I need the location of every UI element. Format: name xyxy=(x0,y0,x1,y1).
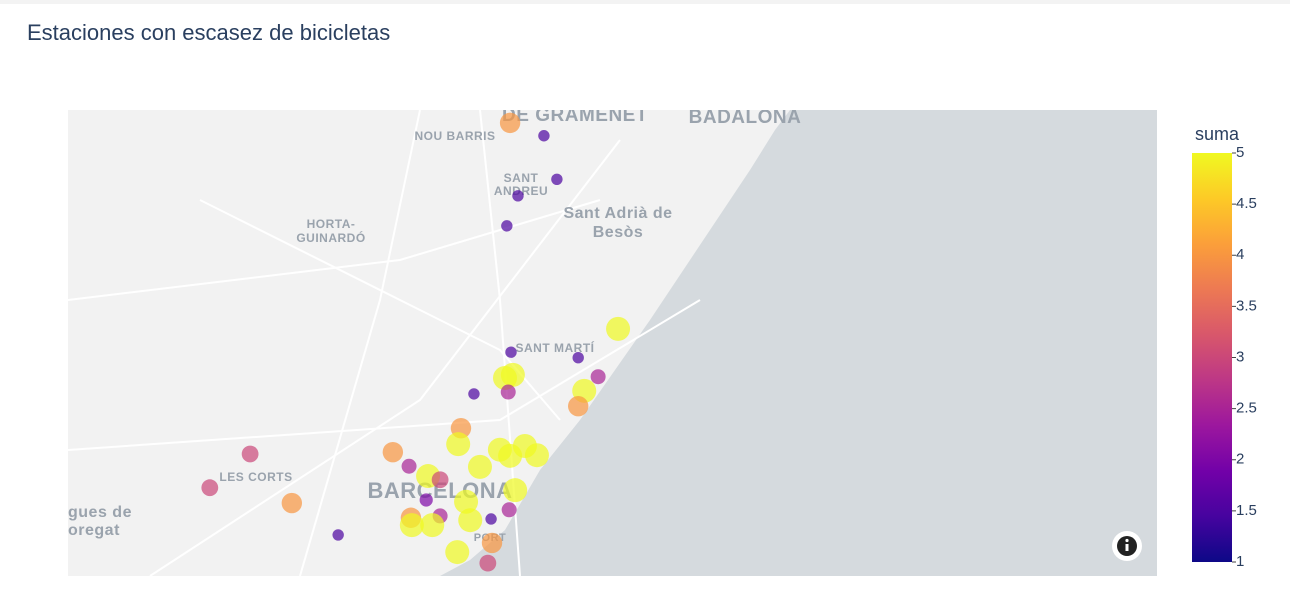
place-labels: DE GRAMENET BADALONA NOU BARRIS SANT AND… xyxy=(68,105,802,544)
place-label: Sant Adrià de xyxy=(563,205,672,222)
station-point xyxy=(538,130,550,142)
info-dot xyxy=(1125,538,1129,543)
colorbar-tick-label: 1.5 xyxy=(1236,502,1257,519)
station-point xyxy=(479,554,497,572)
station-point xyxy=(503,478,528,503)
station-point xyxy=(431,471,449,489)
station-point xyxy=(201,479,219,497)
station-point xyxy=(241,445,259,463)
station-point xyxy=(446,432,471,457)
colorbar-tick-label: 5 xyxy=(1236,144,1244,161)
station-point xyxy=(524,443,549,468)
station-point xyxy=(382,441,404,463)
place-label: GUINARDÓ xyxy=(296,230,365,245)
station-point xyxy=(332,529,344,541)
colorbar-tick-label: 4.5 xyxy=(1236,195,1257,212)
chart-title: Estaciones con escasez de bicicletas xyxy=(27,20,390,45)
place-label: NOU BARRIS xyxy=(414,129,495,143)
colorbar-tick-label: 3.5 xyxy=(1236,297,1257,314)
station-point xyxy=(606,316,631,341)
colorbar-tick-label: 2 xyxy=(1236,451,1244,468)
colorbar-tick-label: 2.5 xyxy=(1236,400,1257,417)
station-point xyxy=(572,352,584,364)
station-point xyxy=(445,540,470,565)
station-point xyxy=(498,443,523,468)
colorbar-tick-label: 1 xyxy=(1236,553,1244,570)
station-point xyxy=(281,492,303,514)
map: DE GRAMENET BADALONA NOU BARRIS SANT AND… xyxy=(68,105,1157,576)
station-point xyxy=(454,489,479,514)
station-point xyxy=(481,532,503,554)
place-label: gues de xyxy=(68,504,132,521)
top-bar xyxy=(0,0,1290,4)
colorbar-title: suma xyxy=(1195,124,1240,144)
info-button[interactable] xyxy=(1112,531,1142,561)
station-point xyxy=(501,502,517,518)
station-point xyxy=(401,458,417,474)
station-point xyxy=(568,395,589,417)
place-label: Besòs xyxy=(593,224,644,241)
place-label: SANT xyxy=(504,171,539,185)
station-point xyxy=(500,384,516,400)
station-point xyxy=(485,513,497,525)
station-point xyxy=(419,493,433,507)
place-label: SANT MARTÍ xyxy=(516,340,595,355)
place-label: BADALONA xyxy=(689,107,802,128)
colorbar-tick-label: 4 xyxy=(1236,246,1244,263)
colorbar xyxy=(1192,153,1232,562)
place-label: HORTA- xyxy=(307,217,356,231)
station-point xyxy=(420,513,445,538)
info-i xyxy=(1125,544,1129,551)
station-point xyxy=(458,508,483,533)
station-point xyxy=(590,369,606,385)
points xyxy=(201,112,631,572)
station-point xyxy=(467,454,492,479)
place-label: LES CORTS xyxy=(219,470,292,484)
station-point xyxy=(499,112,521,134)
station-point xyxy=(500,362,525,387)
station-point xyxy=(468,388,480,400)
station-point xyxy=(505,346,517,358)
station-point xyxy=(512,190,524,202)
station-point xyxy=(501,220,513,232)
colorbar-ticks: 1 1.5 2 2.5 3 3.5 4 4.5 5 xyxy=(1232,144,1257,570)
place-label: DE GRAMENET xyxy=(502,105,648,126)
station-point xyxy=(551,173,563,185)
station-point xyxy=(399,513,424,538)
sea xyxy=(440,110,1157,576)
place-label: oregat xyxy=(68,522,120,539)
colorbar-tick-label: 3 xyxy=(1236,348,1244,365)
